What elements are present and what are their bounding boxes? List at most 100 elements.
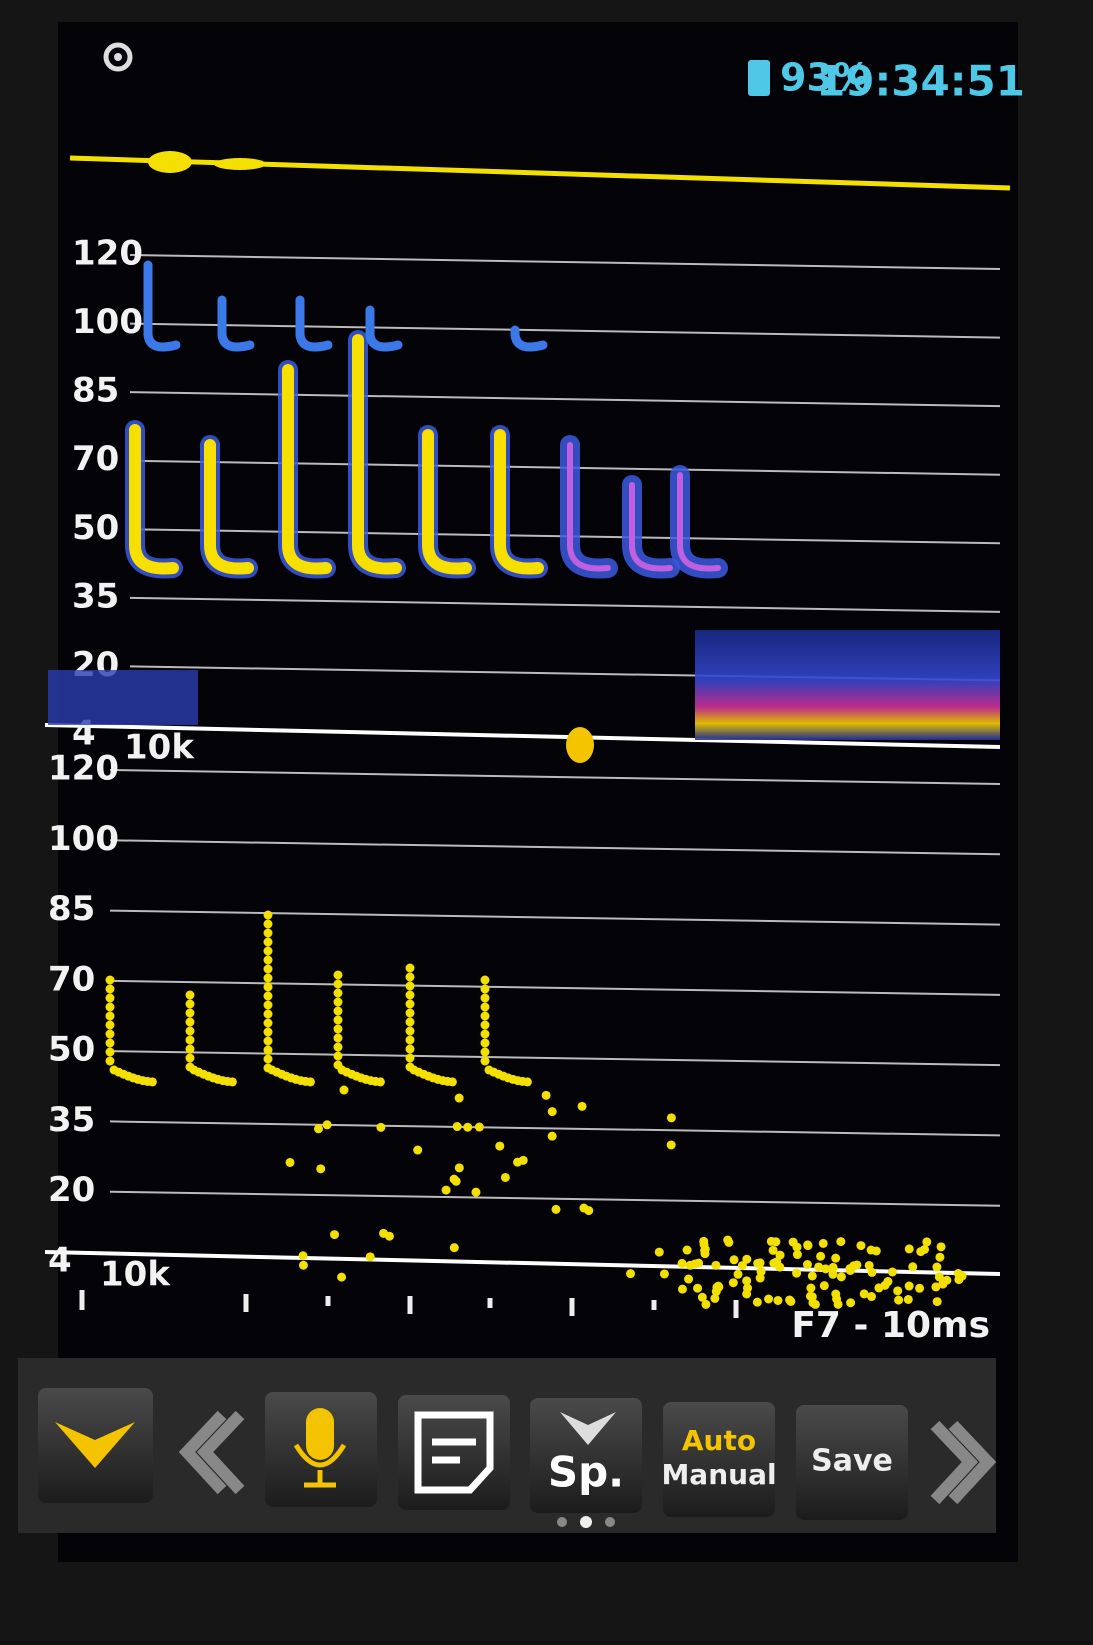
detection-dot [406, 1018, 415, 1027]
detection-dot [106, 1057, 115, 1066]
detection-dot [872, 1246, 881, 1255]
detection-dot [376, 1123, 385, 1132]
detection-dot [453, 1122, 462, 1131]
notes-button[interactable] [398, 1395, 510, 1510]
detection-dot [406, 1009, 415, 1018]
amplitude-peak [148, 151, 192, 173]
detection-dot [821, 1264, 830, 1273]
detection-dot [954, 1275, 963, 1284]
detection-dot [905, 1244, 914, 1253]
detection-dot [264, 983, 273, 992]
detection-dot [756, 1258, 765, 1267]
detection-dot [455, 1094, 464, 1103]
auto-label: Auto [682, 1424, 756, 1457]
detection-dot [660, 1269, 669, 1278]
detection-dot [932, 1263, 941, 1272]
noise-band [695, 630, 1000, 740]
detection-dot [836, 1237, 845, 1246]
frequency-label: 85 [48, 889, 95, 929]
battery-icon [748, 60, 770, 96]
detection-dot [942, 1276, 951, 1285]
detection-dot [773, 1296, 782, 1305]
detection-dot [106, 976, 115, 985]
detection-dot [264, 992, 273, 1001]
detection-dot [406, 982, 415, 991]
detection-dot [264, 1037, 273, 1046]
detection-dot [937, 1242, 946, 1251]
detection-dot [711, 1261, 720, 1270]
clock: 19:34:51 [816, 57, 1025, 106]
detection-dot [406, 1054, 415, 1063]
species-button[interactable]: Sp. [530, 1398, 642, 1513]
detection-dot [865, 1261, 874, 1270]
page-dot [557, 1517, 567, 1527]
detection-dot [448, 1077, 457, 1086]
page: 93% 19:34:51 1201008570503520410k1201008… [0, 0, 1093, 1641]
detection-dot [330, 1230, 339, 1239]
detection-dot [106, 1039, 115, 1048]
detection-dot [820, 1281, 829, 1290]
frequency-label: 35 [72, 576, 119, 616]
page-dot [580, 1516, 592, 1528]
detection-dot [481, 1039, 490, 1048]
frequency-label: 120 [72, 234, 143, 274]
record-button[interactable] [265, 1392, 377, 1507]
detection-dot [264, 929, 273, 938]
detection-dot [683, 1246, 692, 1255]
detection-dot [334, 1007, 343, 1016]
detection-dot [406, 1045, 415, 1054]
detection-dot [626, 1269, 635, 1278]
detection-dot [904, 1295, 913, 1304]
detection-dot [334, 980, 343, 989]
detection-dot [548, 1107, 557, 1116]
save-button[interactable]: Save [796, 1405, 908, 1520]
detection-dot [693, 1284, 702, 1293]
noise-blob [566, 727, 594, 763]
detection-dot [678, 1259, 687, 1268]
detection-dot [734, 1270, 743, 1279]
detection-dot [376, 1077, 385, 1086]
detection-dot [228, 1077, 237, 1086]
detection-dot [337, 1273, 346, 1282]
detection-dot [264, 938, 273, 947]
page-dot [605, 1517, 615, 1527]
detection-dot [475, 1123, 484, 1132]
frequency-label: 85 [72, 371, 119, 411]
detection-dot [106, 1048, 115, 1057]
detection-dot [481, 1021, 490, 1030]
detection-dot [684, 1275, 693, 1284]
detection-dot [406, 964, 415, 973]
detection-dot [852, 1260, 861, 1269]
detection-dot [819, 1239, 828, 1248]
detection-dot [860, 1289, 869, 1298]
detection-dot [578, 1102, 587, 1111]
frequency-label: 70 [48, 959, 95, 999]
detection-dot [413, 1146, 422, 1155]
detection-dot [742, 1255, 751, 1264]
detection-dot [264, 1019, 273, 1028]
detection-dot [793, 1250, 802, 1259]
detection-dot [406, 1000, 415, 1009]
mode-button[interactable]: Auto Manual [661, 1402, 776, 1517]
detection-dot [856, 1241, 865, 1250]
detection-dot [406, 1036, 415, 1045]
detection-dot [334, 989, 343, 998]
detection-dot [785, 1295, 794, 1304]
menu-button[interactable] [38, 1388, 153, 1503]
detection-dot [686, 1261, 695, 1270]
detection-dot [908, 1262, 917, 1271]
detection-dot [106, 1012, 115, 1021]
frequency-label: 70 [72, 439, 119, 479]
noise-band [48, 670, 198, 725]
detection-dot [698, 1293, 707, 1302]
detection-dot [481, 976, 490, 985]
detection-dot [264, 1010, 273, 1019]
detection-dot [286, 1158, 295, 1167]
detection-dot [542, 1091, 551, 1100]
detection-dot [406, 1027, 415, 1036]
detection-dot [186, 991, 195, 1000]
detection-dot [803, 1241, 812, 1250]
detection-dot [264, 1055, 273, 1064]
detection-dot [837, 1272, 846, 1281]
detection-dot [323, 1120, 332, 1129]
